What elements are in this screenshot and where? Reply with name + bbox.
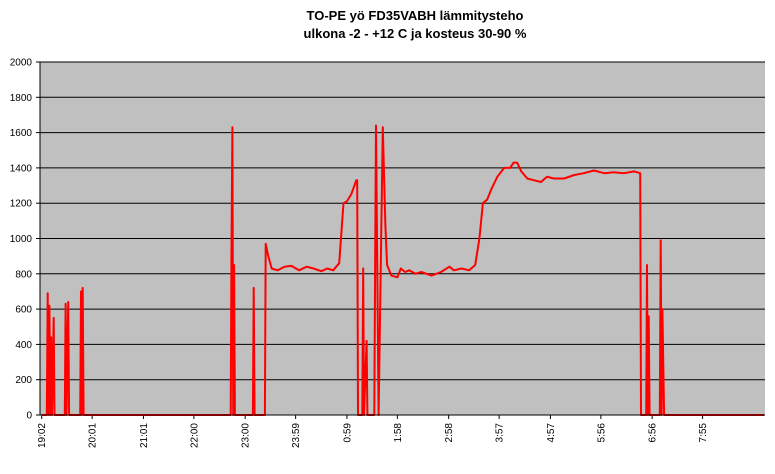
- x-tick-label: 3:57: [495, 423, 506, 443]
- x-tick-label: 23:00: [241, 423, 252, 448]
- x-tick-label: 21:01: [139, 423, 150, 448]
- x-tick-label: 6:56: [648, 423, 659, 443]
- x-tick-label: 19:02: [37, 423, 48, 448]
- y-tick-label: 1800: [10, 93, 33, 104]
- x-tick-label: 1:58: [393, 423, 404, 443]
- y-tick-label: 1600: [10, 128, 33, 139]
- x-tick-label: 0:59: [342, 423, 353, 443]
- data-line: [41, 124, 765, 416]
- y-tick-label: 1000: [10, 234, 33, 245]
- x-tick-label: 2:58: [444, 423, 455, 443]
- chart-title: TO-PE yö FD35VABH lämmitysteho: [307, 8, 524, 23]
- x-tick-label: 7:55: [698, 423, 709, 443]
- x-tick-label: 4:57: [546, 423, 557, 443]
- x-tick-label: 22:00: [189, 423, 200, 448]
- y-tick-label: 0: [26, 411, 32, 422]
- y-tick-label: 800: [15, 269, 32, 280]
- y-tick-label: 1400: [10, 163, 33, 174]
- y-tick-label: 200: [15, 375, 32, 386]
- x-tick-label: 20:01: [88, 423, 99, 448]
- chart-title: ulkona -2 - +12 C ja kosteus 30-90 %: [304, 26, 527, 41]
- x-tick-label: 23:59: [291, 423, 302, 448]
- y-tick-label: 2000: [10, 58, 33, 69]
- x-tick-label: 5:56: [596, 423, 607, 443]
- y-tick-label: 1200: [10, 199, 33, 210]
- y-tick-label: 600: [15, 305, 32, 316]
- y-tick-label: 400: [15, 340, 32, 351]
